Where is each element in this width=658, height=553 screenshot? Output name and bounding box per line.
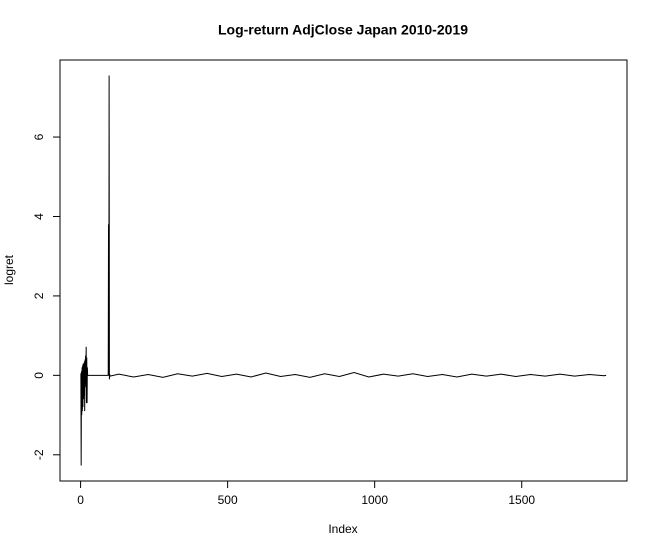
- y-axis-label: logret: [2, 254, 16, 285]
- chart-title: Log-return AdjClose Japan 2010-2019: [218, 22, 468, 38]
- x-tick-label: 1500: [508, 493, 535, 507]
- x-tick-label: 500: [218, 493, 238, 507]
- x-axis-label: Index: [328, 522, 357, 536]
- data-line: [80, 75, 607, 466]
- x-tick-label: 1000: [361, 493, 388, 507]
- y-tick-label: 6: [32, 133, 46, 140]
- x-tick-label: 0: [77, 493, 84, 507]
- plot-frame: [59, 59, 628, 482]
- y-tick-label: 2: [32, 292, 46, 299]
- y-tick-label: -2: [32, 449, 46, 460]
- y-tick-label: 4: [32, 213, 46, 220]
- y-tick-label: 0: [32, 372, 46, 379]
